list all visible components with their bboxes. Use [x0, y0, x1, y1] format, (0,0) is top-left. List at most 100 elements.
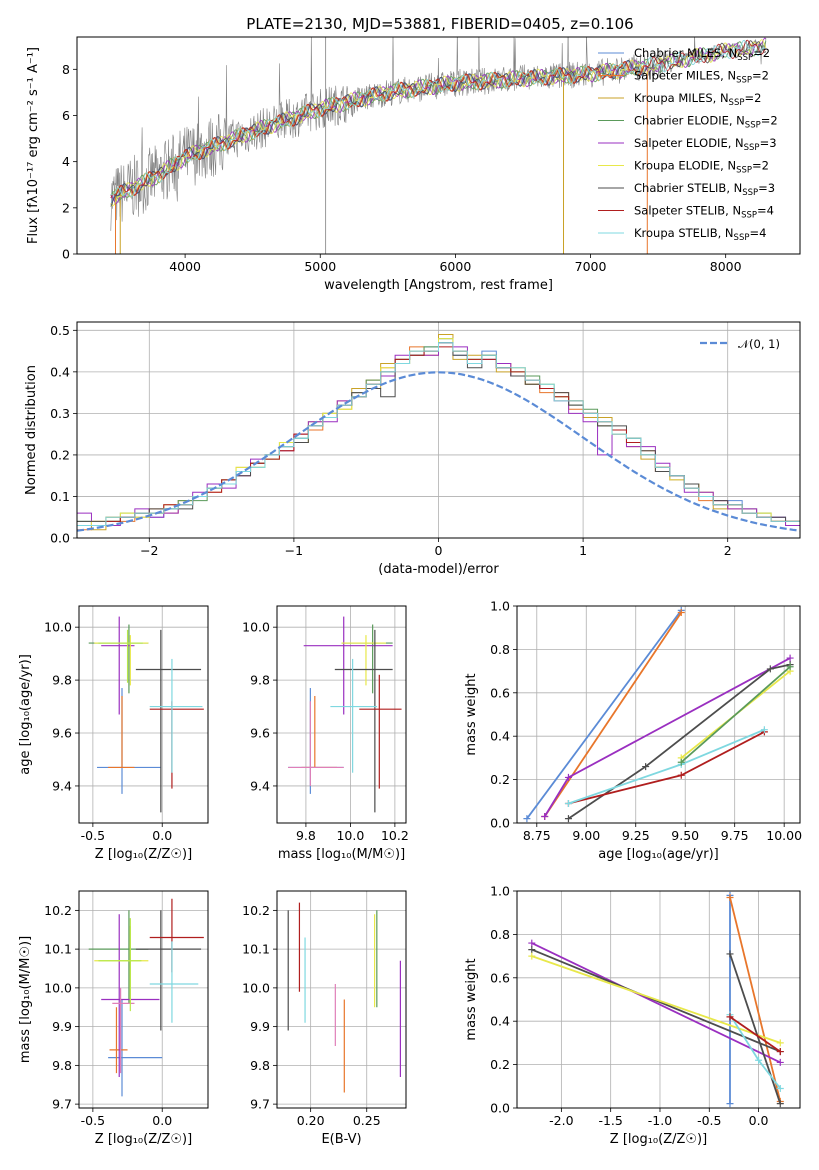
weight-marker: [528, 946, 536, 954]
tick-label-y: 0.2: [490, 1057, 510, 1072]
axes-frame: [78, 605, 209, 824]
tick-label-x: 10.2: [381, 828, 409, 843]
spectrum-panel: 4000 5000 6000 7000 8000 0 2 4 6 8 wavelength [Ang…: [26, 36, 801, 293]
tick-label-y: 9.7: [52, 1097, 72, 1112]
tick-label-y: 9.8: [250, 1058, 270, 1073]
tick-label-x: 0: [435, 543, 443, 558]
weight-marker: [766, 665, 774, 673]
weight-marker: [786, 654, 794, 662]
tick-label-x: -1.0: [648, 1113, 672, 1128]
tick-label-y: 0.2: [490, 772, 510, 787]
tick-label-x: -0.5: [697, 1113, 721, 1128]
tick-label-y: 10.0: [44, 980, 72, 995]
tick-label-x: 6000: [439, 259, 471, 274]
model-spectrum: [110, 61, 648, 197]
legend-entry: Chabrier MILES, NSSP=2: [634, 46, 770, 63]
axes-frame: [516, 890, 801, 1109]
weight-marker: [760, 726, 768, 734]
tick-label-y: 0: [62, 247, 70, 262]
weight-line: [729, 897, 782, 1102]
plot-area: [277, 891, 406, 1108]
y-axis-label: mass weight: [464, 673, 479, 755]
weight-line: [531, 948, 781, 1053]
tick-label-x: 2: [724, 543, 732, 558]
weight-marker: [726, 1013, 734, 1021]
tick-label-y: 0.5: [50, 323, 70, 338]
legend-entry: Chabrier STELIB, NSSP=3: [634, 181, 775, 198]
tick-label-y: 0.4: [490, 729, 510, 744]
plot-area: [277, 606, 406, 823]
tick-label-y: 10.1: [242, 942, 270, 957]
weight-marker: [776, 1039, 784, 1047]
tick-label-y: 9.7: [250, 1097, 270, 1112]
tick-label-x: 9.75: [721, 828, 749, 843]
tick-label-x: 9.25: [622, 828, 650, 843]
tick-label-x: -2.0: [549, 1113, 573, 1128]
tick-label-y: 0.0: [490, 1101, 510, 1116]
legend-entry: Chabrier ELODIE, NSSP=2: [634, 114, 778, 131]
tick-label-x: −2: [140, 543, 158, 558]
tick-label-y: 6: [62, 108, 70, 123]
weight-marker: [726, 894, 734, 902]
residuals-panel: −2 −1 0 1 2 0.0 0.1 0.2 0.3 0.4 0.5 (data-model)/er…: [24, 321, 801, 577]
weight-marker: [677, 771, 685, 779]
tick-label-x: 4000: [169, 259, 201, 274]
tick-label-y: 0.2: [50, 447, 70, 462]
tick-label-y: 0.0: [50, 531, 70, 546]
tick-label-y: 0.8: [490, 642, 510, 657]
tick-label-x: 8000: [710, 259, 742, 274]
tick-label-x: 9.50: [671, 828, 699, 843]
tick-label-y: 10.0: [242, 620, 270, 635]
axes-frame: [76, 321, 801, 539]
tick-label-x: 0.0: [749, 1113, 769, 1128]
tick-label-y: 10.0: [242, 980, 270, 995]
model-spectrum: [110, 37, 767, 204]
tick-label-x: 9.00: [572, 828, 600, 843]
weight-line: [729, 1016, 781, 1053]
tick-label-y: 10.2: [242, 903, 270, 918]
legend-entry: Salpeter MILES, NSSP=2: [634, 69, 769, 86]
tick-label-y: 9.6: [52, 726, 72, 741]
tick-label-y: 0.6: [490, 970, 510, 985]
weight-marker: [564, 799, 572, 807]
tick-label-x: −1: [285, 543, 303, 558]
weight-marker: [541, 812, 549, 820]
plot-area: [79, 891, 208, 1108]
tick-label-x: -1.5: [598, 1113, 622, 1128]
histogram-series: [77, 342, 800, 538]
x-axis-label: Z [log₁₀(Z/Z☉)]: [95, 1132, 192, 1147]
weight-line: [729, 1014, 781, 1090]
tick-label-y: 0.0: [490, 816, 510, 831]
tick-label-y: 9.4: [52, 778, 72, 793]
weight-marker: [726, 950, 734, 958]
legend-entry: 𝒩(0, 1): [738, 337, 780, 351]
y-axis-label: mass weight: [464, 958, 479, 1040]
tick-label-y: 9.9: [250, 1019, 270, 1034]
tick-label-y: 10.0: [44, 620, 72, 635]
tick-label-x: 5000: [304, 259, 336, 274]
tick-label-x: 8.75: [523, 828, 551, 843]
weight-marker: [642, 763, 650, 771]
tick-label-x: 0.25: [353, 1113, 381, 1128]
mass-vs-ebv-panel: 0.20 0.25 9.7 9.8 9.9 10.0 10.1 10.2 E(B-V): [242, 890, 407, 1147]
weight-line: [543, 612, 683, 817]
weight-line: [526, 609, 682, 820]
weight-vs-age-panel: 8.75 9.00 9.25 9.50 9.75 10.00 0.0 0.2 0.4 0.6 0.8…: [464, 599, 802, 863]
weight-line: [531, 942, 781, 1064]
tick-label-y: 4: [62, 154, 70, 169]
legend-entry: Salpeter STELIB, NSSP=4: [634, 204, 774, 221]
weight-marker: [528, 939, 536, 947]
plot-area: [517, 891, 800, 1108]
weight-marker: [523, 815, 531, 823]
age-vs-mass-panel: 9.8 10.0 10.2 9.4 9.6 9.8 10.0 mass [log₁₀(M/M☉…: [242, 605, 409, 862]
plot-area: [79, 606, 208, 823]
axes-frame: [76, 36, 801, 255]
model-spectrum: [110, 39, 767, 198]
tick-label-y: 0.1: [50, 489, 70, 504]
tick-label-y: 1.0: [490, 884, 510, 899]
y-axis-label: Flux [fλ10⁻¹⁷ erg cm⁻² s⁻¹ A⁻¹]: [26, 47, 41, 244]
axes-frame: [78, 890, 209, 1109]
tick-label-x: 10.00: [766, 828, 802, 843]
x-axis-label: Z [log₁₀(Z/Z☉)]: [95, 847, 192, 862]
